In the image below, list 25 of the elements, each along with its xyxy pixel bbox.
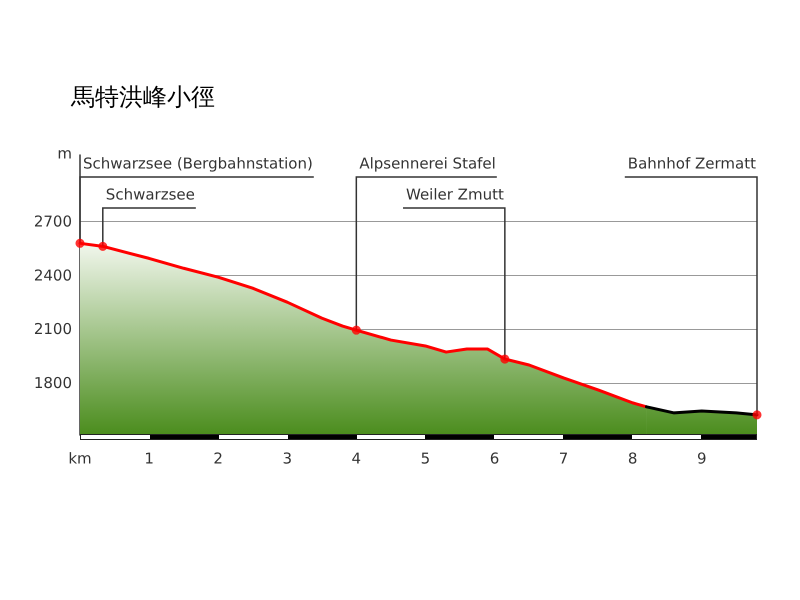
- x-tick-label: 9: [696, 450, 707, 468]
- x-tick-label: 3: [282, 450, 292, 468]
- x-tick-label: 4: [352, 450, 362, 468]
- x-axis-title: km: [68, 450, 92, 468]
- y-tick-label: 2700: [34, 212, 72, 230]
- point: [76, 238, 84, 248]
- annotation: Schwarzsee (Bergbahnstation): [83, 154, 313, 172]
- annotation: Weiler Zmutt: [406, 186, 504, 204]
- annotation: Schwarzsee: [106, 186, 195, 204]
- y-tick-label: 2400: [34, 266, 72, 284]
- x-tick-label: 1: [144, 450, 154, 468]
- x-tick-label: 2: [213, 450, 223, 468]
- x-tick-label: 7: [558, 450, 568, 468]
- point: [500, 354, 510, 364]
- y-tick-label: 2100: [34, 320, 72, 338]
- annotation: Alpsennerei Stafel: [359, 154, 496, 172]
- point: [352, 326, 361, 335]
- x-tick-label: 6: [490, 450, 500, 468]
- y-axis-title: m: [57, 144, 72, 162]
- x-tick-label: 8: [628, 450, 638, 468]
- point: [98, 242, 108, 251]
- x-tick-label: 5: [420, 450, 430, 468]
- y-tick-label: 1800: [34, 374, 72, 392]
- chart-title: 馬特洪峰小徑: [70, 83, 215, 111]
- annotation: Bahnhof Zermatt: [628, 154, 756, 172]
